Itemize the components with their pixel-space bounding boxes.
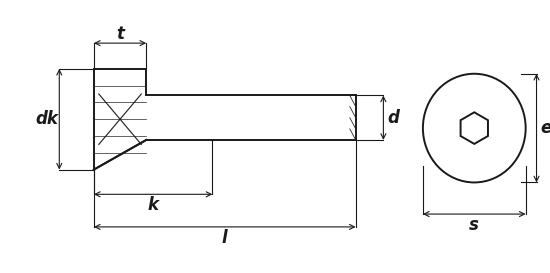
Text: l: l [222,229,228,247]
Text: d: d [387,109,399,127]
Text: dk: dk [35,110,58,128]
Text: k: k [147,196,158,214]
Text: t: t [116,25,124,43]
Text: e: e [541,119,550,137]
Text: s: s [469,216,479,234]
